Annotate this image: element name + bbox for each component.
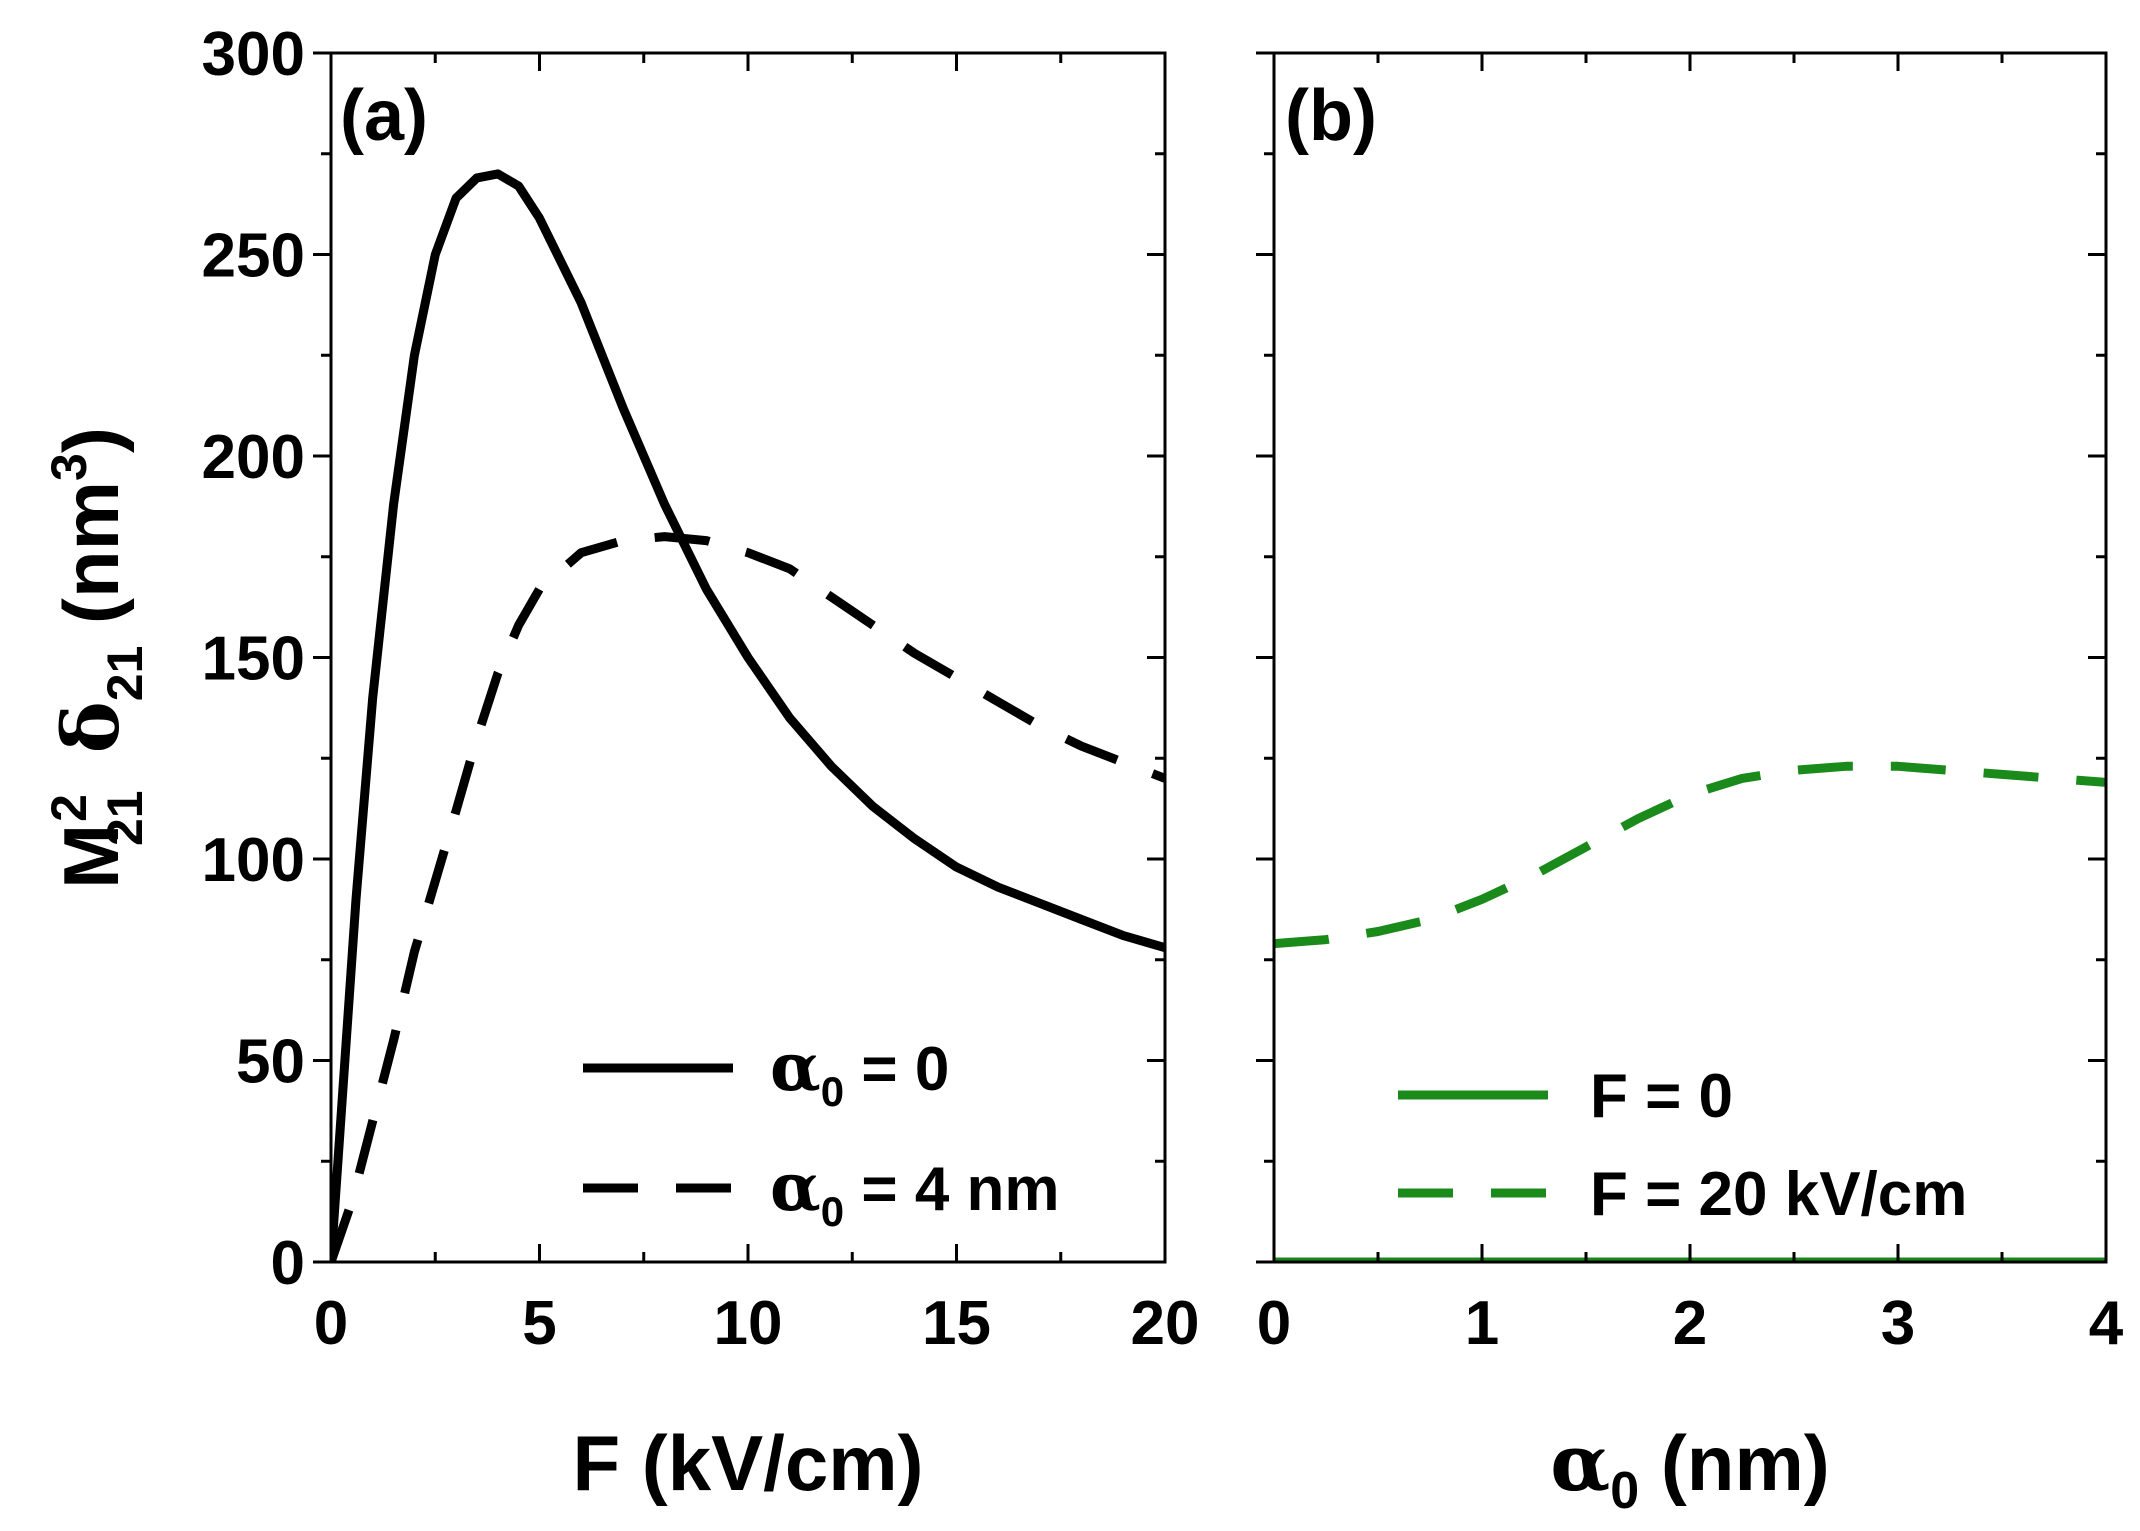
panel-b: 0 1 2 3 4 (b) α0 (nm) F = 0 F = 20 kV/cm — [1256, 51, 2124, 1520]
y-tick-label: 50 — [236, 1028, 305, 1097]
x-tick-label: 0 — [1257, 1289, 1291, 1358]
x-tick-label: 10 — [714, 1289, 783, 1358]
panel-label: (b) — [1285, 76, 1377, 156]
y-tick-label: 150 — [202, 625, 305, 694]
x-tick-label: 1 — [1465, 1289, 1499, 1358]
x-tick-label: 20 — [1131, 1289, 1200, 1358]
y-tick-label: 200 — [202, 423, 305, 492]
x-tick-label: 3 — [1881, 1289, 1915, 1358]
legend-label-1: F = 0 — [1590, 1062, 1733, 1131]
x-tick-label: 4 — [2089, 1289, 2124, 1358]
x-tick-label: 5 — [522, 1289, 556, 1358]
y-tick-label: 100 — [202, 826, 305, 895]
x-tick-label: 0 — [314, 1289, 348, 1358]
x-tick-label: 15 — [922, 1289, 991, 1358]
y-axis-title: M221 δ21 (nm3) — [41, 427, 153, 889]
series-line-2 — [331, 532, 1165, 1262]
legend-label-1: α0 = 0 — [770, 1028, 949, 1115]
legend-label-2: α0 = 4 nm — [770, 1148, 1060, 1235]
y-axis-title-text: M221 δ21 (nm3) — [41, 427, 153, 889]
legend-label-2: F = 20 kV/cm — [1590, 1160, 1967, 1229]
y-tick-label: 300 — [202, 20, 305, 89]
x-tick-label: 2 — [1673, 1289, 1707, 1358]
series-line-2 — [1274, 761, 2106, 949]
x-axis-title: F (kV/cm) — [572, 1419, 923, 1507]
x-axis-title: α0 (nm) — [1550, 1418, 1830, 1520]
y-tick-label: 0 — [271, 1229, 305, 1298]
panel-label: (a) — [340, 76, 428, 156]
y-tick-label: 250 — [202, 222, 305, 291]
series-line-1 — [331, 169, 1165, 1262]
